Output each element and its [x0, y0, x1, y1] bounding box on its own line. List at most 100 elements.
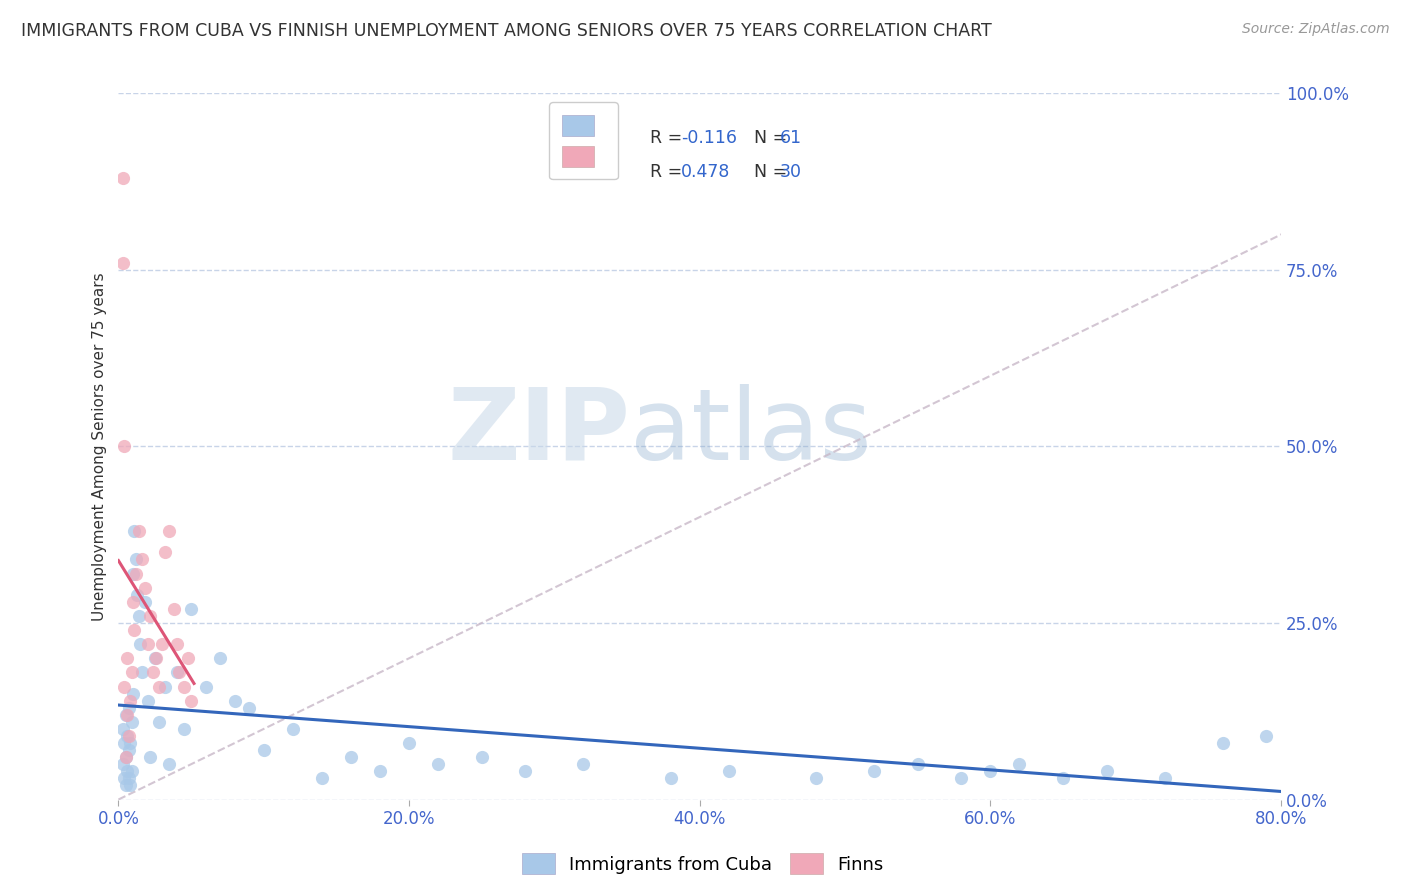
Point	[173, 722, 195, 736]
Point	[142, 665, 165, 680]
Point	[157, 524, 180, 538]
Point	[122, 566, 145, 581]
Point	[131, 552, 153, 566]
Point	[120, 778, 142, 792]
Point	[121, 714, 143, 729]
Point	[136, 637, 159, 651]
Point	[120, 736, 142, 750]
Point	[114, 707, 136, 722]
Y-axis label: Unemployment Among Seniors over 75 years: Unemployment Among Seniors over 75 years	[93, 272, 107, 621]
Point	[114, 778, 136, 792]
Point	[124, 623, 146, 637]
Point	[122, 687, 145, 701]
Point	[427, 757, 450, 772]
Point	[117, 700, 139, 714]
Point	[121, 665, 143, 680]
Point	[253, 743, 276, 757]
Point	[368, 764, 391, 779]
Legend: Immigrants from Cuba, Finns: Immigrants from Cuba, Finns	[513, 844, 893, 883]
Point	[117, 772, 139, 786]
Point	[125, 566, 148, 581]
Point	[471, 750, 494, 764]
Point	[148, 714, 170, 729]
Point	[180, 602, 202, 616]
Point	[115, 707, 138, 722]
Text: -0.116: -0.116	[682, 128, 737, 146]
Point	[124, 524, 146, 538]
Point	[157, 757, 180, 772]
Point	[111, 256, 134, 270]
Point	[163, 602, 186, 616]
Point	[153, 680, 176, 694]
Text: 0.478: 0.478	[682, 163, 731, 181]
Point	[121, 764, 143, 779]
Point	[863, 764, 886, 779]
Point	[136, 693, 159, 707]
Point	[166, 637, 188, 651]
Text: atlas: atlas	[630, 384, 872, 481]
Point	[111, 722, 134, 736]
Point	[115, 764, 138, 779]
Point	[117, 743, 139, 757]
Point	[134, 595, 156, 609]
Point	[111, 757, 134, 772]
Point	[194, 680, 217, 694]
Point	[131, 665, 153, 680]
Point	[224, 693, 246, 707]
Point	[979, 764, 1001, 779]
Point	[398, 736, 420, 750]
Point	[139, 750, 162, 764]
Point	[125, 552, 148, 566]
Text: 30: 30	[780, 163, 801, 181]
Point	[148, 680, 170, 694]
Point	[166, 665, 188, 680]
Text: Source: ZipAtlas.com: Source: ZipAtlas.com	[1241, 22, 1389, 37]
Point	[111, 171, 134, 186]
Point	[1095, 764, 1118, 779]
Text: 61: 61	[780, 128, 801, 146]
Point	[572, 757, 595, 772]
Legend: , : ,	[550, 103, 617, 179]
Point	[143, 651, 166, 665]
Point	[659, 772, 682, 786]
Point	[177, 651, 200, 665]
Point	[173, 680, 195, 694]
Point	[112, 772, 135, 786]
Point	[112, 439, 135, 453]
Point	[120, 693, 142, 707]
Point	[1256, 729, 1278, 743]
Point	[134, 581, 156, 595]
Point	[1212, 736, 1234, 750]
Point	[145, 651, 167, 665]
Point	[114, 750, 136, 764]
Point	[122, 595, 145, 609]
Point	[139, 608, 162, 623]
Point	[115, 651, 138, 665]
Point	[1052, 772, 1074, 786]
Point	[717, 764, 740, 779]
Point	[281, 722, 304, 736]
Text: N =: N =	[744, 128, 793, 146]
Text: R =: R =	[651, 128, 688, 146]
Point	[1008, 757, 1031, 772]
Point	[127, 588, 149, 602]
Point	[114, 750, 136, 764]
Point	[169, 665, 191, 680]
Text: N =: N =	[744, 163, 793, 181]
Point	[115, 729, 138, 743]
Point	[112, 680, 135, 694]
Point	[340, 750, 363, 764]
Point	[950, 772, 973, 786]
Point	[180, 693, 202, 707]
Point	[238, 700, 260, 714]
Point	[804, 772, 827, 786]
Point	[128, 608, 150, 623]
Text: IMMIGRANTS FROM CUBA VS FINNISH UNEMPLOYMENT AMONG SENIORS OVER 75 YEARS CORRELA: IMMIGRANTS FROM CUBA VS FINNISH UNEMPLOY…	[21, 22, 991, 40]
Point	[907, 757, 929, 772]
Point	[117, 729, 139, 743]
Point	[311, 772, 333, 786]
Point	[515, 764, 537, 779]
Text: R =: R =	[651, 163, 688, 181]
Point	[129, 637, 152, 651]
Text: ZIP: ZIP	[447, 384, 630, 481]
